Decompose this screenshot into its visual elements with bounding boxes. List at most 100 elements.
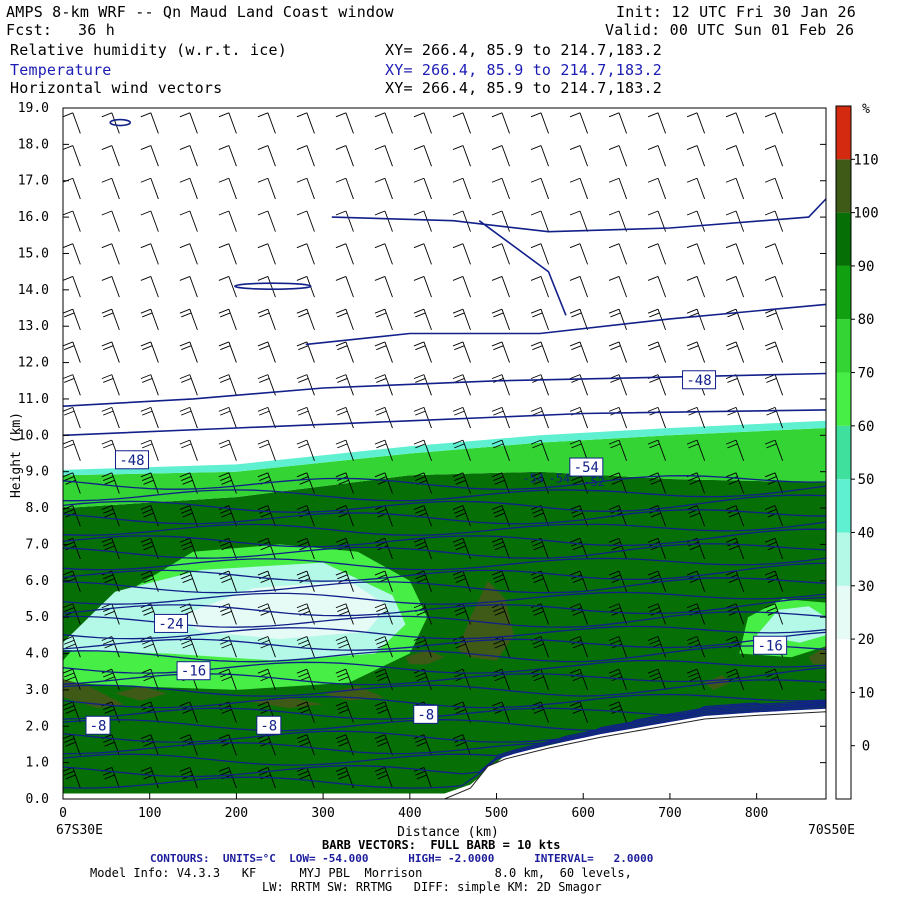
wind-barb-318 (647, 276, 667, 298)
wind-barb-200 (413, 406, 432, 429)
wind-barb-169 (374, 734, 393, 756)
wind-barb-284 (569, 177, 588, 200)
wind-barb-319 (647, 243, 667, 265)
colorbar-label-7: 70 (858, 366, 875, 382)
wind-barb-32 (101, 406, 120, 429)
wind-barb-229 (452, 112, 471, 134)
isotherm-line-20 (63, 543, 826, 559)
wind-barb-101 (218, 210, 237, 232)
y-tick-label-19: 19.0 (18, 101, 49, 116)
y-tick-label-15: 15.0 (18, 246, 49, 261)
wind-barb-34 (101, 341, 120, 363)
isotherm-line-11 (63, 645, 826, 663)
init-time: Init: 12 UTC Fri 30 Jan 26 (616, 3, 856, 21)
wind-barb-336 (686, 276, 706, 298)
colorbar-label-6: 60 (858, 419, 875, 435)
wind-barb-313 (647, 439, 667, 461)
svg-text:-48: -48 (119, 453, 144, 469)
wind-barb-186 (374, 177, 393, 200)
wind-barb-167 (335, 112, 354, 134)
wind-barb-302 (608, 210, 628, 232)
wind-barb-138 (296, 374, 315, 396)
isotherm-label-8: -16 (753, 635, 788, 655)
y-tick-label-2: 2.0 (26, 719, 49, 734)
wind-barb-358 (725, 145, 745, 167)
field-xy-rh: XY= 266.4, 85.9 to 214.7,183.2 (385, 41, 662, 59)
wind-barb-266 (530, 145, 549, 167)
wind-barb-36 (101, 276, 120, 298)
wind-barb-10 (63, 439, 81, 461)
right-endpoint: 70S50E (808, 823, 855, 838)
isotherm-line-19 (63, 557, 826, 571)
colorbar: % 0 10 20 30 40 50 60 70 80 90 100 110 (835, 102, 879, 800)
wind-barb-99 (218, 276, 237, 298)
colorbar-bin-1 (836, 692, 851, 746)
isotherm-line-13 (63, 625, 826, 640)
forecast-hour: 36 h (78, 21, 115, 39)
field-name-wind: Horizontal wind vectors (10, 79, 223, 97)
wind-barb-145 (296, 145, 315, 167)
wind-barb-160 (335, 341, 354, 363)
wind-barb-244 (491, 243, 510, 265)
isotherm-line-21 (63, 528, 826, 548)
wind-barb-290 (608, 603, 628, 625)
wind-barb-267 (530, 112, 549, 134)
y-tick-label-10: 10.0 (18, 428, 49, 443)
wind-barb-103 (218, 145, 237, 167)
wind-barb-53 (140, 406, 159, 429)
wind-barb-321 (647, 177, 667, 200)
isotherm-label-4: -16 (176, 661, 211, 681)
isotherm-line-25 (63, 485, 826, 502)
colorbar-bin-4 (836, 532, 851, 586)
colorbar-label-11: 110 (853, 152, 878, 168)
y-tick-label-4: 4.0 (26, 647, 49, 662)
wind-barb-119 (257, 308, 276, 331)
x-tick-label-0: 0 (59, 806, 67, 821)
wind-barb-199 (413, 439, 432, 461)
colorbar-label-10: 100 (853, 206, 878, 222)
wind-barb-82 (179, 145, 198, 167)
rh-region-2 (63, 420, 826, 476)
wind-barb-367 (764, 439, 784, 461)
x-tick-label-8: 800 (745, 806, 768, 821)
wind-barb-27 (101, 570, 120, 592)
wind-barb-374 (764, 210, 784, 232)
wind-barb-184 (374, 243, 393, 265)
wind-barb-247 (491, 145, 510, 167)
wind-barb-55 (140, 341, 159, 363)
wind-barb-35 (101, 308, 120, 331)
wind-barb-168 (374, 767, 393, 789)
wind-barb-129 (296, 668, 315, 691)
wind-barb-150 (335, 668, 354, 691)
isotherm-line-23 (63, 509, 826, 525)
isotherm-line-26 (63, 475, 826, 490)
wind-barb-348 (725, 472, 745, 494)
x-tick-label-5: 500 (485, 806, 508, 821)
wind-barb-108 (257, 668, 276, 691)
colorbar-unit: % (862, 102, 870, 117)
wind-barb-97 (218, 341, 237, 363)
wind-barb-377 (764, 112, 784, 134)
wind-barb-112 (257, 537, 276, 560)
wind-barb-4 (63, 636, 81, 658)
wind-barb-349 (725, 439, 745, 461)
wind-barb-248 (491, 112, 510, 134)
wind-barb-58 (140, 243, 159, 265)
wind-barb-206 (413, 210, 432, 232)
wind-barb-5 (63, 603, 81, 625)
wind-barb-179 (374, 406, 393, 429)
wind-barb-223 (452, 308, 471, 331)
wind-barb-263 (530, 243, 549, 265)
axes: 0.0 1.0 2.0 3.0 4.0 5.0 6.0 7.0 8.0 9.0 10.0 11.0 12… (18, 101, 826, 821)
wind-barb-323 (647, 112, 667, 134)
y-tick-label-18: 18.0 (18, 137, 49, 152)
wind-barb-76 (179, 341, 198, 363)
wind-barb-376 (764, 145, 784, 167)
isotherm-label-7: -8 (413, 704, 439, 724)
wind-barb-81 (179, 177, 198, 200)
wind-barb-306 (647, 668, 667, 691)
wind-barb-234 (491, 570, 510, 592)
wind-barb-305 (608, 112, 628, 134)
wind-barb-33 (101, 374, 120, 396)
svg-text:-24: -24 (158, 616, 183, 632)
